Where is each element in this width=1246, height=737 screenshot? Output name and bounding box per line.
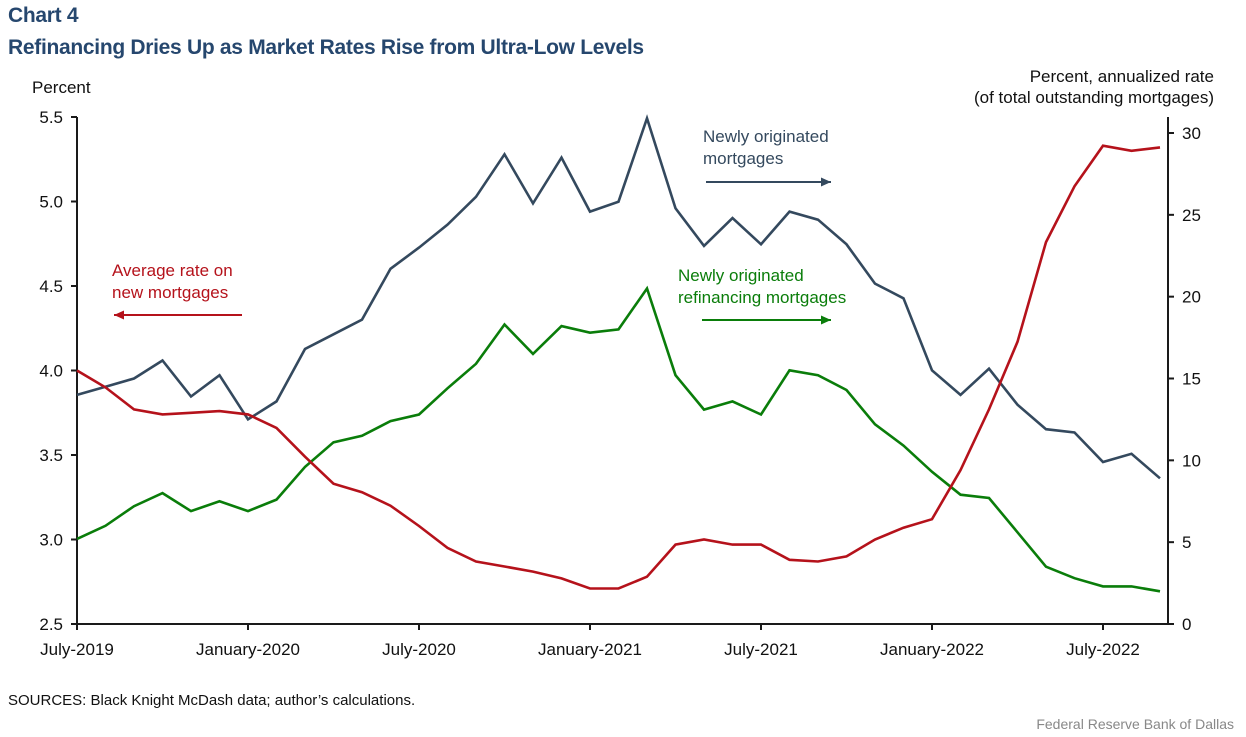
right-axis-unit-line1: Percent, annualized rate	[1029, 67, 1214, 86]
left-axis-tick-label: 5.0	[39, 193, 63, 212]
right-axis-tick-label: 0	[1182, 615, 1191, 634]
credit-text: Federal Reserve Bank of Dallas	[1036, 716, 1234, 732]
chart-title: Refinancing Dries Up as Market Rates Ris…	[8, 36, 644, 59]
right-axis-unit-label: Percent, annualized rate (of total outst…	[974, 66, 1214, 108]
annotation-label-refi: Newly originated	[678, 266, 804, 285]
left-axis-tick-label: 3.0	[39, 531, 63, 550]
annotation-label-refi: refinancing mortgages	[678, 288, 846, 307]
annotations-group: Average rate on new mortgages Newly origin…	[112, 127, 846, 325]
series-line-refinancing	[76, 285, 1161, 593]
x-axis-tick-label: January-2021	[538, 640, 642, 659]
left-axis-tick-label: 4.5	[39, 277, 63, 296]
left-axis-tick-label: 3.5	[39, 446, 63, 465]
annotation-label-orig: Newly originated	[703, 127, 829, 146]
right-axis-tick-label: 10	[1182, 451, 1201, 470]
annotation-label-orig: mortgages	[703, 149, 783, 168]
chart-number: Chart 4	[8, 4, 79, 27]
arrowhead-icon	[114, 310, 124, 320]
annotation-label-rate: new mortgages	[112, 283, 228, 302]
series-line-rate	[76, 144, 1161, 590]
right-axis-tick-label: 30	[1182, 124, 1201, 143]
series-lines-group	[76, 114, 1161, 593]
x-axis-tick-label: July-2022	[1066, 640, 1140, 659]
left-axis-unit-label: Percent	[32, 78, 91, 97]
left-axis-tick-label: 2.5	[39, 615, 63, 634]
right-axis-tick-label: 5	[1182, 533, 1191, 552]
source-note: SOURCES: Black Knight McDash data; autho…	[8, 692, 416, 709]
left-axis-tick-label: 4.0	[39, 362, 63, 381]
right-axis-tick-label: 25	[1182, 206, 1201, 225]
right-axis-tick-label: 15	[1182, 370, 1201, 389]
right-axis-unit-line2: (of total outstanding mortgages)	[973, 88, 1214, 107]
axes-group: 2.5 3.0 3.5 4.0 4.5 5.0 5.5 0 5 10 15 20 25 30 July-20…	[39, 108, 1201, 659]
x-axis-tick-label: July-2020	[382, 640, 456, 659]
right-axis-tick-label: 20	[1182, 288, 1201, 307]
series-line-originations	[76, 114, 1161, 480]
arrowhead-icon	[821, 177, 831, 187]
x-axis-tick-label: July-2019	[40, 640, 114, 659]
x-axis-tick-label: January-2020	[196, 640, 300, 659]
arrowhead-icon	[821, 315, 831, 325]
x-axis-tick-label: January-2022	[880, 640, 984, 659]
x-axis-tick-label: July-2021	[724, 640, 798, 659]
left-axis-tick-label: 5.5	[39, 108, 63, 127]
annotation-label-rate: Average rate on	[112, 261, 233, 280]
